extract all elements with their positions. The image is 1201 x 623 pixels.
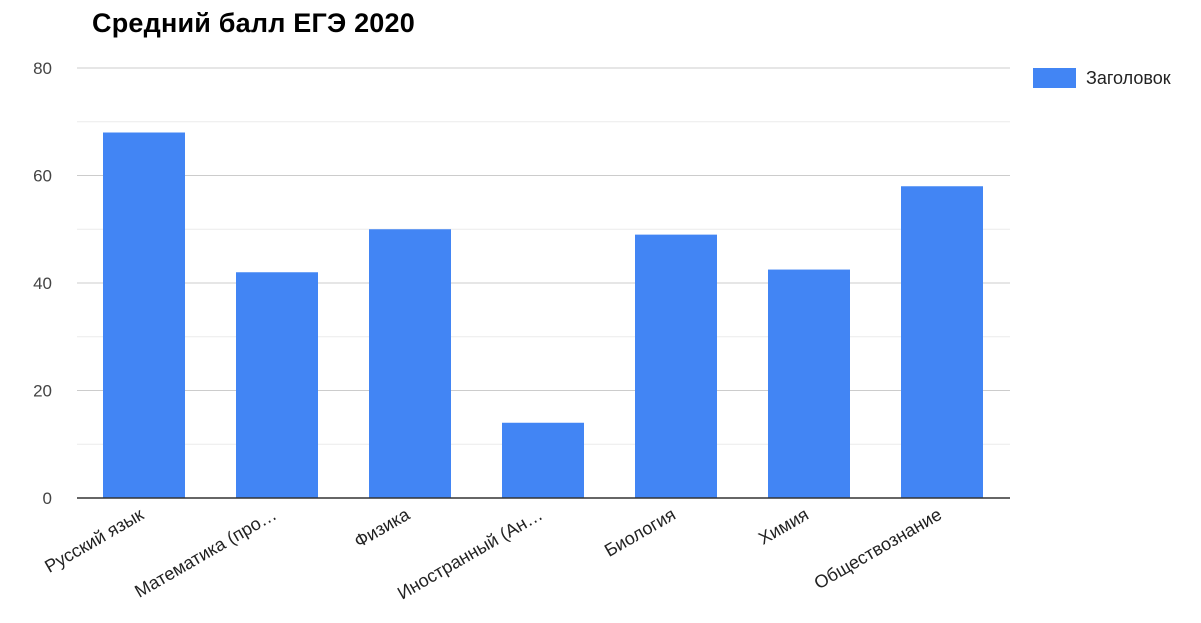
bar[interactable] bbox=[768, 269, 850, 498]
bar[interactable] bbox=[369, 229, 451, 498]
bar[interactable] bbox=[901, 186, 983, 498]
gridlines bbox=[77, 67, 1010, 445]
bar[interactable] bbox=[635, 234, 717, 498]
bar[interactable] bbox=[236, 272, 318, 498]
y-tick-label: 60 bbox=[33, 167, 52, 186]
legend[interactable]: Заголовок bbox=[1033, 68, 1171, 88]
x-tick-label: Физика bbox=[351, 504, 414, 552]
y-tick-label: 40 bbox=[33, 274, 52, 293]
bar[interactable] bbox=[103, 132, 185, 499]
y-tick-label: 0 bbox=[43, 489, 52, 508]
bar[interactable] bbox=[502, 422, 584, 498]
y-axis-ticks: 0 20 40 60 80 bbox=[33, 59, 52, 508]
chart-title: Средний балл ЕГЭ 2020 bbox=[92, 8, 415, 38]
x-tick-label: Математика (про… bbox=[131, 504, 280, 601]
legend-label: Заголовок bbox=[1086, 68, 1171, 88]
legend-swatch bbox=[1033, 68, 1076, 88]
y-tick-label: 20 bbox=[33, 382, 52, 401]
x-tick-label: Русский язык bbox=[41, 504, 147, 577]
x-tick-label: Химия bbox=[755, 504, 812, 548]
bars bbox=[103, 132, 983, 499]
x-tick-label: Иностранный (Ан… bbox=[394, 504, 546, 603]
y-tick-label: 80 bbox=[33, 59, 52, 78]
x-tick-label: Биология bbox=[601, 504, 679, 561]
x-tick-label: Обществознание bbox=[811, 504, 945, 593]
